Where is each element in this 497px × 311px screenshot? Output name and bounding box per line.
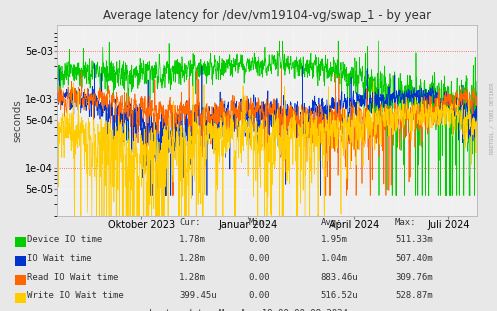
Text: 0.00: 0.00 — [248, 235, 270, 244]
Y-axis label: seconds: seconds — [12, 99, 22, 142]
Text: Min:: Min: — [248, 218, 270, 227]
Text: 309.76m: 309.76m — [395, 272, 433, 281]
Text: 516.52u: 516.52u — [321, 291, 358, 300]
Text: 883.46u: 883.46u — [321, 272, 358, 281]
Text: Max:: Max: — [395, 218, 416, 227]
Text: 0.00: 0.00 — [248, 272, 270, 281]
Text: Read IO Wait time: Read IO Wait time — [27, 272, 119, 281]
Text: 1.28m: 1.28m — [179, 272, 206, 281]
Text: Last update: Mon Aug 19 00:00:08 2024: Last update: Mon Aug 19 00:00:08 2024 — [149, 309, 348, 311]
Text: Device IO time: Device IO time — [27, 235, 102, 244]
Text: 528.87m: 528.87m — [395, 291, 433, 300]
Title: Average latency for /dev/vm19104-vg/swap_1 - by year: Average latency for /dev/vm19104-vg/swap… — [103, 9, 431, 22]
Text: IO Wait time: IO Wait time — [27, 254, 92, 263]
Text: RRDTOOL / TOBI OETIKER: RRDTOOL / TOBI OETIKER — [490, 82, 495, 154]
Text: 0.00: 0.00 — [248, 254, 270, 263]
Text: 0.00: 0.00 — [248, 291, 270, 300]
Text: 511.33m: 511.33m — [395, 235, 433, 244]
Text: 1.04m: 1.04m — [321, 254, 347, 263]
Text: Write IO Wait time: Write IO Wait time — [27, 291, 124, 300]
Text: Avg:: Avg: — [321, 218, 342, 227]
Text: Cur:: Cur: — [179, 218, 200, 227]
Text: 1.78m: 1.78m — [179, 235, 206, 244]
Text: 399.45u: 399.45u — [179, 291, 217, 300]
Text: 1.28m: 1.28m — [179, 254, 206, 263]
Text: 507.40m: 507.40m — [395, 254, 433, 263]
Text: 1.95m: 1.95m — [321, 235, 347, 244]
